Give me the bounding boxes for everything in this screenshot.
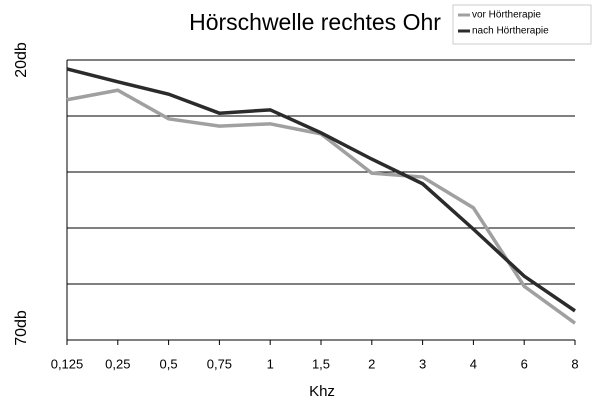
x-axis-label: Khz xyxy=(309,383,335,400)
x-tick-label: 0,125 xyxy=(51,356,84,371)
x-tick-label: 3 xyxy=(419,356,426,371)
y-tick-label: 70db xyxy=(13,310,30,346)
x-tick-label: 0,5 xyxy=(160,356,178,371)
chart-title: Hörschwelle rechtes Ohr xyxy=(189,9,441,35)
x-tick-label: 1,5 xyxy=(312,356,330,371)
series-line xyxy=(66,88,577,325)
x-tick-label: 1 xyxy=(267,356,274,371)
x-tick-label: 0,75 xyxy=(207,356,232,371)
x-tick-label: 8 xyxy=(571,356,578,371)
x-tick-label: 4 xyxy=(470,356,477,371)
legend-label: nach Hörtherapie xyxy=(472,26,549,37)
y-tick-label: 20db xyxy=(13,42,30,78)
x-tick-label: 0,25 xyxy=(105,356,130,371)
x-tick-label: 2 xyxy=(368,356,375,371)
legend-box xyxy=(452,4,592,45)
series-line xyxy=(66,67,576,313)
x-tick-label: 6 xyxy=(521,356,528,371)
legend-label: vor Hörtherapie xyxy=(472,10,541,21)
